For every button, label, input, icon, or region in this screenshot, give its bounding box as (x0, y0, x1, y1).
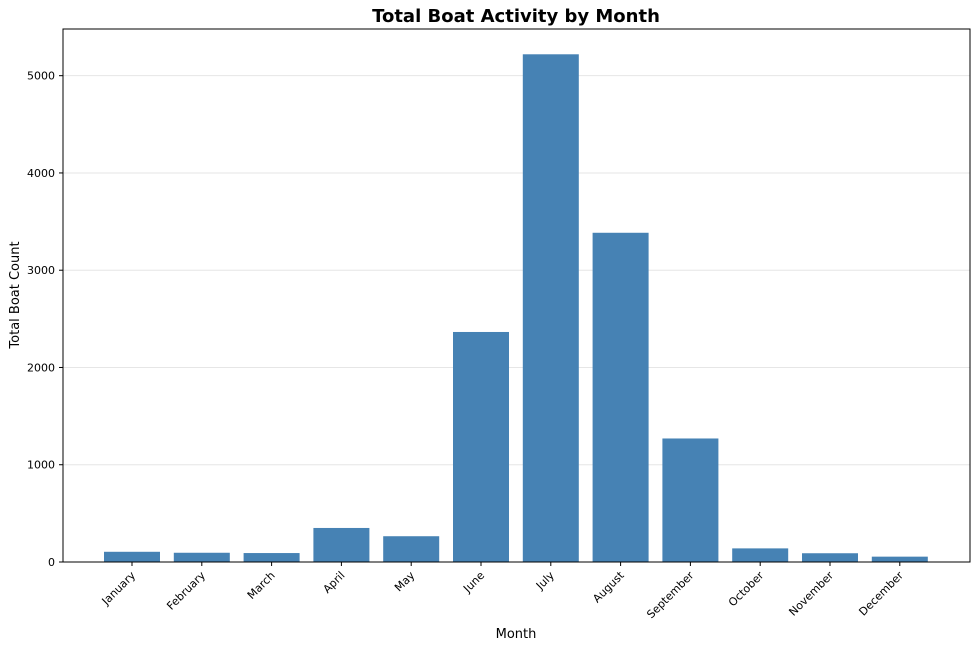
bar-january (104, 551, 160, 562)
x-tick-label: October (726, 569, 767, 610)
x-tick-label: February (164, 569, 208, 613)
bar-november (802, 553, 858, 562)
x-tick-label: January (99, 569, 139, 609)
bar-september (662, 438, 719, 562)
y-tick-label: 4000 (27, 167, 55, 180)
y-axis-label: Total Boat Count (8, 241, 23, 349)
x-axis-label: Month (496, 627, 537, 642)
bar-october (732, 548, 789, 562)
bar-december (871, 556, 928, 562)
bar-july (522, 54, 579, 562)
x-tick-label: May (392, 569, 418, 595)
y-tick-label: 1000 (27, 459, 55, 472)
x-tick-label: July (533, 569, 557, 593)
y-tick-label: 3000 (27, 264, 55, 277)
x-axis-ticks: January February March April May June July Augu… (99, 562, 906, 622)
bar-february (173, 552, 230, 562)
x-tick-label: November (786, 569, 836, 619)
bars (104, 54, 928, 563)
x-tick-label: September (644, 569, 697, 622)
y-tick-label: 5000 (27, 70, 55, 83)
bar-may (383, 536, 440, 562)
y-tick-label: 0 (48, 556, 55, 569)
x-tick-label: December (856, 569, 906, 619)
bar-june (453, 331, 509, 562)
plot-frame (62, 28, 971, 563)
grid-lines (63, 75, 970, 466)
x-tick-label: April (321, 569, 348, 596)
bar-august (592, 232, 649, 563)
bar-march (243, 553, 300, 562)
x-tick-label: August (590, 568, 627, 605)
x-tick-label: June (460, 569, 487, 596)
chart-title: Total Boat Activity by Month (372, 6, 660, 27)
x-tick-label: March (245, 569, 278, 602)
bar-april (313, 527, 370, 562)
y-tick-label: 2000 (27, 361, 55, 374)
y-axis-ticks: 0 1000 2000 3000 4000 5000 (27, 70, 63, 569)
